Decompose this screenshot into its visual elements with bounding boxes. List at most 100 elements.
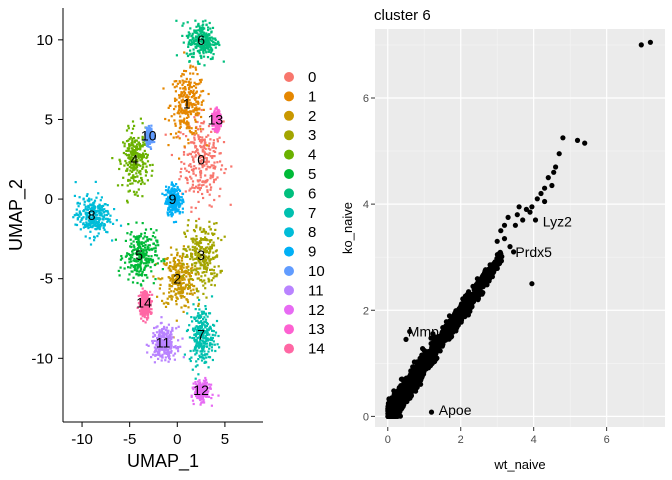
umap-cell (93, 207, 96, 210)
umap-cell (202, 395, 205, 398)
umap-cell (87, 204, 90, 207)
umap-cell (171, 201, 174, 204)
umap-cell (162, 258, 165, 261)
umap-cell (106, 209, 109, 213)
umap-cell (181, 207, 184, 210)
umap-cell (141, 160, 144, 163)
umap-cell (215, 127, 218, 130)
umap-cell (179, 171, 182, 174)
umap-cell (139, 173, 142, 176)
umap-cell (190, 316, 193, 319)
umap-cell (135, 139, 138, 142)
umap-cell (74, 213, 77, 217)
umap-cell (141, 287, 144, 290)
umap-cell (143, 313, 147, 316)
umap-cell (183, 121, 186, 124)
umap-cell (194, 126, 198, 130)
umap-cell (138, 236, 141, 239)
umap-cell (202, 41, 205, 44)
umap-cell (173, 80, 176, 83)
umap-cell (203, 258, 206, 261)
umap-cell (158, 287, 161, 290)
umap-cell (130, 166, 133, 169)
umap-cell (176, 210, 179, 213)
umap-cell (106, 231, 109, 234)
legend-label-2: 2 (308, 108, 316, 125)
umap-cell (195, 247, 198, 250)
umap-cell (131, 159, 134, 162)
umap-cell (194, 19, 197, 22)
umap-cell (88, 197, 91, 200)
umap-cell (140, 255, 143, 258)
umap-cell (177, 339, 180, 342)
umap-cell (205, 356, 208, 359)
umap-cell (204, 230, 207, 234)
umap-cell (216, 140, 219, 143)
umap-cell (211, 118, 214, 122)
umap-cell (103, 228, 106, 231)
umap-cell (130, 170, 134, 173)
umap-cell (85, 214, 88, 217)
umap-cell (170, 269, 173, 273)
umap-cell (161, 336, 164, 339)
umap-cell (100, 208, 103, 212)
umap-cell (198, 383, 201, 386)
umap-cell (192, 382, 195, 385)
umap-cell (147, 128, 150, 131)
umap-cell (179, 265, 182, 268)
umap-cell (118, 167, 121, 171)
umap-cell (167, 340, 170, 343)
umap-cell (200, 103, 203, 106)
legend-key-13 (284, 324, 294, 335)
umap-cell (148, 244, 151, 247)
umap-cell (187, 87, 191, 90)
umap-cell (153, 361, 156, 364)
umap-cell (196, 296, 199, 299)
umap-cell (127, 253, 130, 256)
umap-cell (97, 209, 100, 212)
umap-cell (202, 183, 205, 186)
umap-cell (201, 180, 204, 183)
umap-cell (210, 186, 213, 189)
umap-cell (107, 219, 110, 222)
umap-cell (197, 190, 200, 194)
umap-cell (137, 265, 140, 268)
umap-cell (144, 302, 147, 305)
umap-cell (177, 192, 180, 195)
umap-cell (135, 237, 138, 240)
umap-cell (194, 257, 197, 260)
umap-cell (133, 141, 136, 144)
umap-cell (202, 99, 205, 102)
umap-cell (153, 137, 156, 140)
umap-cell (89, 207, 92, 210)
umap-cell (178, 106, 181, 109)
umap-cell (75, 223, 79, 227)
umap-cell (207, 50, 211, 53)
umap-cell (164, 351, 167, 354)
umap-cell (217, 121, 220, 124)
umap-cell (171, 211, 174, 215)
umap-cell (182, 277, 185, 280)
umap-cell (168, 197, 171, 201)
umap-cell (145, 140, 148, 144)
umap-cell (137, 260, 140, 263)
umap-cell (88, 200, 91, 203)
umap-cell (166, 349, 169, 352)
umap-cell (149, 146, 152, 149)
umap-cell (147, 125, 150, 128)
umap-cell (174, 256, 177, 259)
umap-cell (204, 335, 207, 338)
umap-cell (151, 258, 154, 261)
umap-cell (212, 139, 215, 142)
umap-cell (172, 205, 175, 208)
umap-cell (136, 160, 139, 163)
umap-cell (146, 153, 149, 156)
umap-cell (139, 273, 142, 276)
umap-cell (145, 251, 148, 254)
umap-cell (162, 333, 165, 336)
umap-cell (200, 171, 203, 175)
umap-cell (198, 389, 201, 392)
umap-cell (192, 91, 195, 94)
umap-cell (194, 333, 197, 336)
umap-cell (204, 376, 207, 380)
